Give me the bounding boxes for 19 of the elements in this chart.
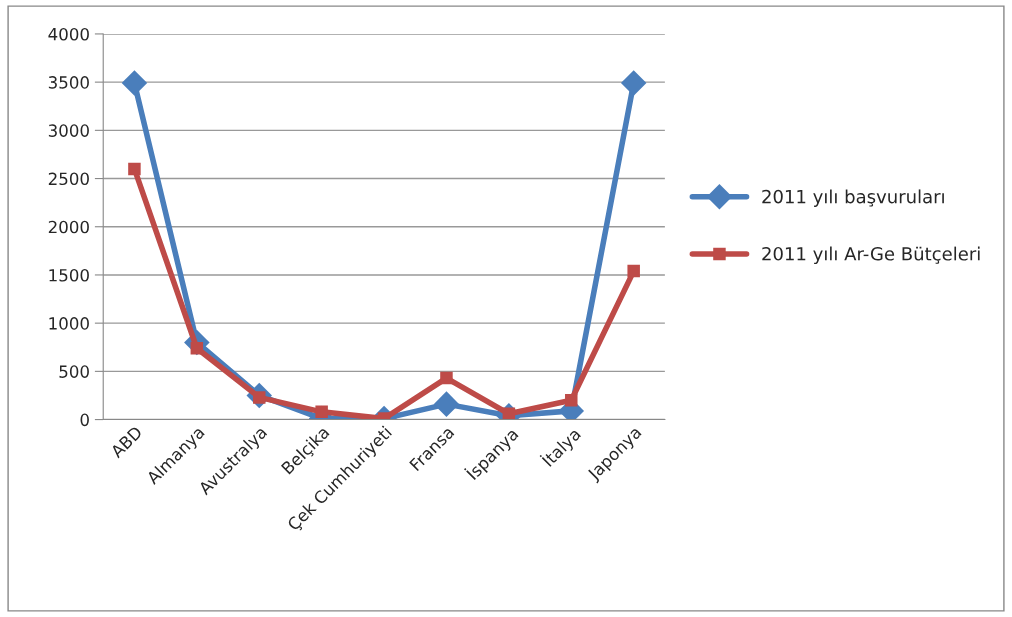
legend-label: 2011 yılı başvuruları [762,189,944,207]
point [121,70,148,96]
y-tick-label: 2500 [48,172,89,186]
y-tick-label: 4000 [48,27,89,41]
y-tick-label: 0 [80,413,89,427]
point [128,162,141,176]
point [433,391,460,417]
point [565,394,578,407]
y-tick-label: 1000 [49,317,89,330]
y-tick-label: 1500 [49,268,89,282]
point [315,405,328,419]
point [440,371,453,385]
legend-label: 2011 yılı Ar-Ge Bütçeleri [762,246,980,265]
y-tick-label: 3500 [48,76,89,89]
y-tick-label: 3000 [48,124,89,137]
y-tick-label: 2000 [48,220,89,234]
point [620,70,647,96]
point [627,264,640,278]
y-tick-label: 500 [59,365,89,378]
